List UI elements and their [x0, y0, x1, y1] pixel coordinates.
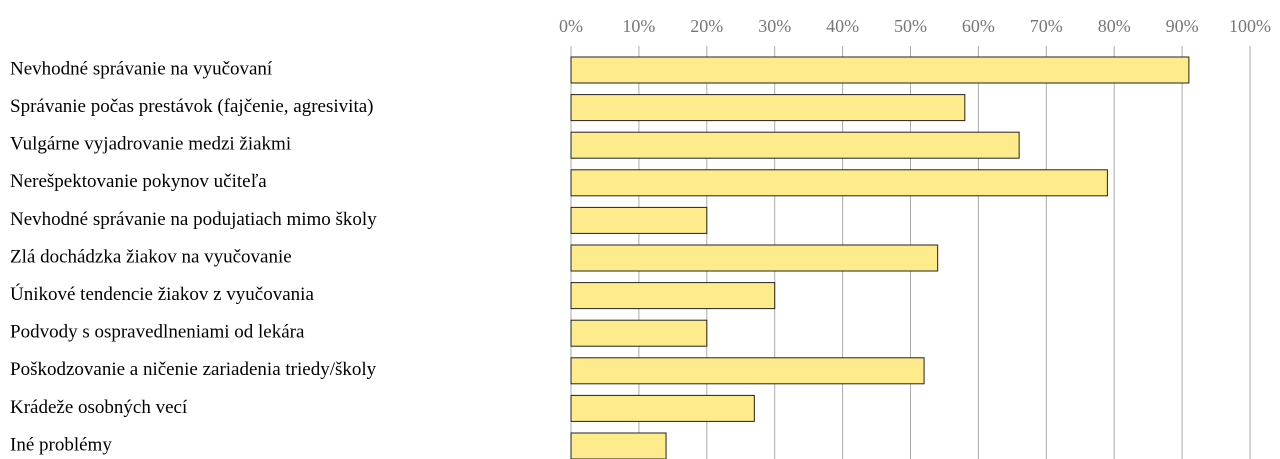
y-tick-label: Podvody s ospravedlneniami od lekára — [10, 322, 305, 343]
bar — [570, 94, 966, 122]
bar — [570, 394, 755, 422]
bar — [570, 131, 1020, 159]
x-tick-label: 0% — [559, 16, 583, 36]
x-tick-label: 100% — [1229, 16, 1271, 36]
x-tick-label: 60% — [962, 16, 995, 36]
x-tick-label: 20% — [690, 16, 723, 36]
y-tick-label: Únikové tendencie žiakov z vyučovania — [10, 283, 314, 305]
bar — [570, 244, 939, 272]
x-tick-label: 80% — [1098, 16, 1131, 36]
y-tick-label: Poškodzovanie a ničenie zariadenia tried… — [10, 359, 377, 380]
x-tick-label: 40% — [826, 16, 859, 36]
x-tick-label: 10% — [622, 16, 655, 36]
x-tick-label: 30% — [758, 16, 791, 36]
bar — [570, 206, 708, 234]
bar — [570, 319, 708, 347]
bar — [570, 357, 925, 385]
y-tick-label: Zlá dochádzka žiakov na vyučovanie — [10, 246, 292, 267]
x-tick-label: 50% — [894, 16, 927, 36]
y-tick-label: Vulgárne vyjadrovanie medzi žiakmi — [10, 134, 291, 155]
y-tick-label: Nerešpektovanie pokynov učiteľa — [10, 171, 267, 192]
y-tick-label: Správanie počas prestávok (fajčenie, agr… — [10, 96, 373, 117]
bar — [570, 432, 667, 459]
y-tick-label: Nevhodné správanie na podujatiach mimo š… — [10, 209, 377, 230]
bar — [570, 169, 1108, 197]
x-tick-label: 70% — [1030, 16, 1063, 36]
bar — [570, 56, 1190, 84]
x-tick-label: 90% — [1166, 16, 1199, 36]
y-tick-label: Krádeže osobných vecí — [10, 397, 188, 418]
y-tick-label: Nevhodné správanie na vyučovaní — [10, 58, 273, 79]
y-tick-label: Iné problémy — [10, 434, 112, 455]
bar — [570, 282, 776, 310]
